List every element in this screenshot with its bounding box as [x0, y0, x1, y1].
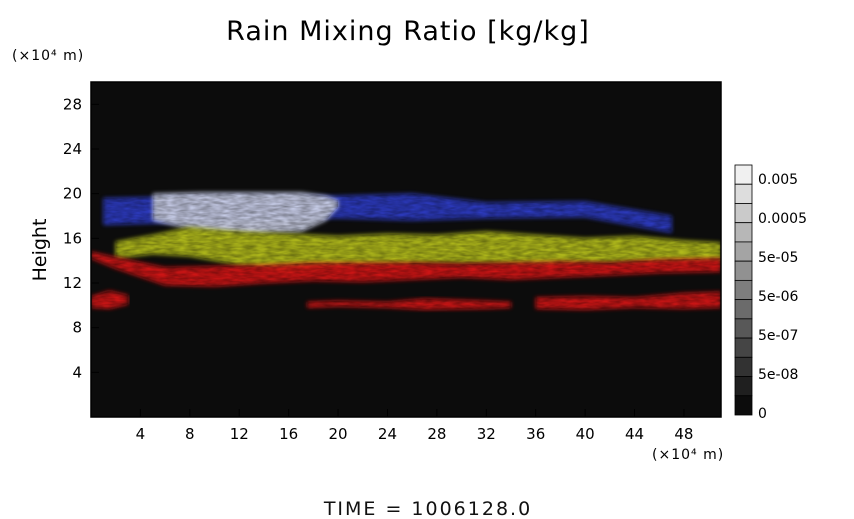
colorbar-step — [734, 183, 753, 204]
colorbar-label: 5e-05 — [758, 250, 798, 266]
colorbar-step — [734, 279, 753, 301]
x-tick-label: 44 — [625, 425, 644, 443]
colorbar: 0.005 0.0005 5e-05 5e-06 5e-07 5e-08 0 — [734, 164, 807, 422]
colorbar-step — [734, 337, 753, 358]
y-tick-label: 12 — [63, 274, 82, 292]
y-tick-label: 4 — [72, 363, 82, 381]
time-label: TIME = 1006128.0 — [323, 498, 532, 519]
x-tick-label: 40 — [576, 425, 595, 443]
colorbar-step — [734, 356, 753, 377]
colorbar-step — [734, 299, 753, 320]
x-tick-label: 28 — [427, 425, 446, 443]
colorbar-label: 5e-08 — [758, 367, 798, 383]
y-tick-label: 24 — [63, 140, 82, 158]
colorbar-step — [734, 203, 753, 224]
data-band-3 — [115, 227, 721, 272]
x-tick-label: 36 — [526, 425, 545, 443]
x-tick-label: 24 — [378, 425, 397, 443]
colorbar-label: 0.0005 — [758, 211, 807, 227]
y-tick-label: 8 — [72, 319, 82, 337]
data-band-4 — [91, 251, 721, 287]
colorbar-label: 0 — [758, 406, 767, 422]
x-tick-label: 48 — [674, 425, 693, 443]
colorbar-step — [734, 318, 753, 339]
data-layers — [91, 192, 721, 310]
x-tick-label: 4 — [136, 425, 146, 443]
y-axis-ticks: 4 8 12 16 20 24 28 — [63, 95, 99, 381]
colorbar-step — [734, 222, 753, 243]
x-tick-label: 16 — [279, 425, 298, 443]
data-band-7 — [535, 291, 721, 310]
data-band-6 — [307, 298, 511, 310]
y-tick-label: 20 — [63, 185, 82, 203]
x-tick-label: 20 — [329, 425, 348, 443]
x-tick-label: 12 — [230, 425, 249, 443]
y-tick-label: 28 — [63, 95, 82, 113]
colorbar-step — [734, 164, 753, 185]
colorbar-step — [734, 260, 753, 281]
y-axis-label: Height — [29, 219, 51, 282]
y-tick-label: 16 — [63, 229, 82, 247]
colorbar-label: 5e-07 — [758, 328, 798, 344]
data-band-5 — [91, 290, 129, 309]
y-axis-unit: (×10⁴ m) — [12, 48, 84, 64]
colorbar-step — [734, 395, 753, 416]
x-tick-label: 8 — [185, 425, 195, 443]
x-axis-ticks: 4 8 12 16 20 24 28 32 36 40 44 48 — [136, 409, 693, 443]
chart-title: Rain Mixing Ratio [kg/kg] — [226, 16, 590, 47]
colorbar-step — [734, 241, 753, 262]
colorbar-step — [734, 376, 753, 397]
colorbar-label: 0.005 — [758, 172, 798, 188]
x-tick-label: 32 — [477, 425, 496, 443]
plot-frame — [90, 81, 722, 418]
data-band-2 — [152, 192, 339, 234]
x-axis-unit: (×10⁴ m) — [652, 447, 724, 463]
colorbar-label: 5e-06 — [758, 289, 798, 305]
